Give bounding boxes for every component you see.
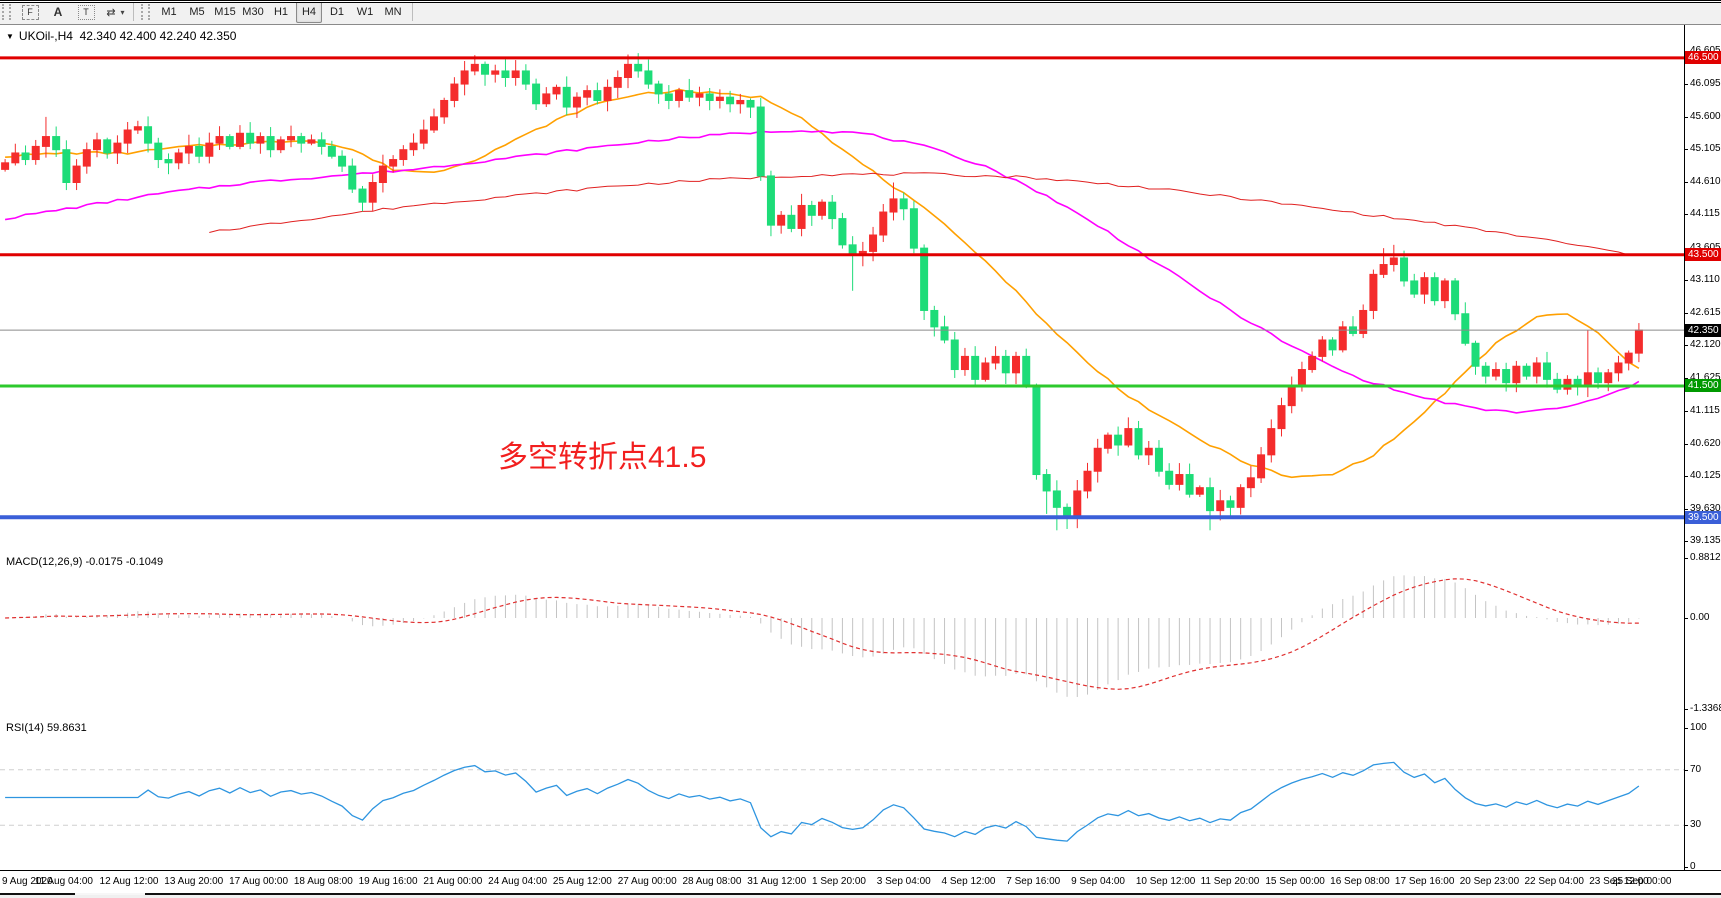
fibonacci-tool-button[interactable]: F	[17, 1, 43, 23]
text-tool-button[interactable]: A	[45, 1, 71, 23]
fibonacci-icon: F	[21, 4, 39, 20]
time-axis-label: 24 Aug 04:00	[488, 876, 548, 887]
time-axis-label: 3 Sep 04:00	[876, 876, 931, 887]
rsi-tick-label: 30	[1684, 819, 1701, 830]
time-axis-label: 28 Aug 08:00	[682, 876, 742, 887]
price-tick-label: 39.135	[1684, 535, 1721, 546]
label-tool-button[interactable]: T	[73, 1, 99, 23]
rsi-tick-label: 0	[1684, 861, 1696, 872]
price-badge-43.500: 43.500	[1685, 248, 1721, 262]
toolbar-drag-handle[interactable]	[2, 4, 11, 20]
toolbar: F A T ⇄ ▾ M1 M5 M15 M30 H1 H4 D1 W1 MN	[0, 0, 1721, 25]
timeframe-button-h1[interactable]: H1	[273, 6, 289, 18]
time-axis-label: 11 Aug 04:00	[34, 876, 93, 887]
toolbar-separator	[133, 3, 134, 21]
macd-tick-label: 0.8812	[1684, 552, 1721, 563]
time-axis-label: 21 Aug 00:00	[423, 876, 483, 887]
time-axis-label: 1 Sep 20:00	[812, 876, 866, 887]
time-axis-label: 15 Sep 00:00	[1265, 876, 1325, 887]
time-axis-label: 10 Sep 12:00	[1135, 876, 1196, 887]
price-tick-label: 45.105	[1684, 143, 1721, 154]
time-axis-label: 31 Aug 12:00	[747, 876, 807, 887]
time-axis-label: 18 Aug 08:00	[293, 876, 353, 887]
time-axis-label: 13 Aug 20:00	[164, 876, 224, 887]
price-tick-label: 41.115	[1684, 405, 1720, 416]
time-axis-label: 4 Sep 12:00	[941, 876, 996, 887]
price-tick-label: 40.620	[1684, 438, 1721, 449]
price-badge-46.500: 46.500	[1685, 51, 1721, 65]
timeframe-button-m30[interactable]: M30	[242, 6, 264, 18]
price-tick-label: 44.115	[1684, 208, 1720, 219]
time-axis-label: 17 Sep 16:00	[1394, 876, 1455, 887]
rsi-panel[interactable]	[0, 718, 1721, 870]
time-axis[interactable]: 9 Aug 2020 11 Aug 04:00 12 Aug 12:00 13 Aug…	[0, 871, 1721, 893]
rsi-indicator-label: RSI(14) 59.8631	[6, 722, 87, 734]
timeframe-button-w1[interactable]: W1	[356, 6, 374, 18]
price-tick-label: 39.630	[1684, 503, 1721, 514]
rsi-tick-label: 70	[1684, 764, 1701, 775]
chart-dropdown-icon[interactable]: ▼	[6, 31, 14, 41]
time-axis-label: 17 Aug 00:00	[229, 876, 289, 887]
toolbar-drag-handle[interactable]	[141, 4, 150, 20]
label-icon: T	[77, 4, 95, 20]
price-tick-label: 43.110	[1684, 274, 1720, 285]
price-tick-label: 42.120	[1684, 339, 1721, 350]
time-axis-label: 7 Sep 16:00	[1006, 876, 1061, 887]
time-axis-label: 9 Aug 2020	[2, 876, 53, 887]
chart-ohlc-text: UKOil-,H4 42.340 42.400 42.240 42.350	[18, 29, 237, 43]
time-axis-label: 23 Sep 12:00	[1589, 876, 1649, 887]
price-tick-label: 41.625	[1684, 372, 1721, 383]
price-badge-39.500: 39.500	[1685, 510, 1721, 524]
arrows-icon: ⇄	[106, 6, 116, 19]
rsi-tick-label: 100	[1684, 722, 1707, 733]
price-badge-41.500: 41.500	[1685, 379, 1721, 393]
macd-panel[interactable]	[0, 553, 1721, 715]
price-badge-42.350: 42.350	[1685, 323, 1721, 337]
price-tick-label: 46.095	[1684, 78, 1721, 89]
arrows-tool-button[interactable]: ⇄ ▾	[101, 1, 127, 23]
price-tick-label: 42.615	[1684, 307, 1721, 318]
time-axis-label: 12 Aug 12:00	[99, 876, 159, 887]
arrows-dropdown-caret-icon[interactable]: ▾	[120, 7, 125, 17]
panel-separator[interactable]	[0, 0, 1721, 3]
price-tick-label: 40.125	[1684, 470, 1721, 481]
time-axis-label: 20 Sep 23:00	[1459, 876, 1520, 887]
time-axis-label: 9 Sep 04:00	[1071, 876, 1125, 887]
time-axis-label: 16 Sep 08:00	[1330, 876, 1390, 887]
chart-annotation: 多空转折点41.5	[498, 441, 707, 474]
price-axis-border	[1684, 25, 1685, 893]
chart-symbol-title[interactable]: ▼ UKOil-,H4 42.340 42.400 42.240 42.350	[6, 29, 236, 43]
timeframe-button-d1[interactable]: D1	[329, 6, 345, 18]
toolbar-separator	[412, 3, 413, 21]
text-icon: A	[53, 5, 63, 19]
time-axis-label: 27 Aug 00:00	[617, 876, 677, 887]
time-axis-label: 19 Aug 16:00	[358, 876, 418, 887]
macd-indicator-label: MACD(12,26,9) -0.0175 -0.1049	[6, 556, 164, 568]
axis-divider	[0, 870, 1721, 871]
timeframe-button-h4[interactable]: H4	[296, 1, 322, 23]
window-bottom-strip	[0, 893, 1721, 898]
timeframe-button-mn[interactable]: MN	[384, 6, 402, 18]
time-axis-label: 11 Sep 20:00	[1200, 876, 1260, 887]
time-axis-label: 22 Sep 04:00	[1524, 876, 1584, 887]
price-tick-label: 45.600	[1684, 111, 1721, 122]
timeframe-button-m1[interactable]: M1	[161, 6, 177, 18]
macd-tick-label: 0.00	[1684, 612, 1709, 623]
timeframe-button-m15[interactable]: M15	[214, 6, 236, 18]
macd-tick-label: -1.3368	[1684, 703, 1721, 714]
price-tick-label: 44.610	[1684, 176, 1721, 187]
timeframe-button-m5[interactable]: M5	[189, 6, 205, 18]
time-axis-label: 25 Sep 00:00	[1612, 876, 1672, 887]
time-axis-label: 25 Aug 12:00	[552, 876, 612, 887]
